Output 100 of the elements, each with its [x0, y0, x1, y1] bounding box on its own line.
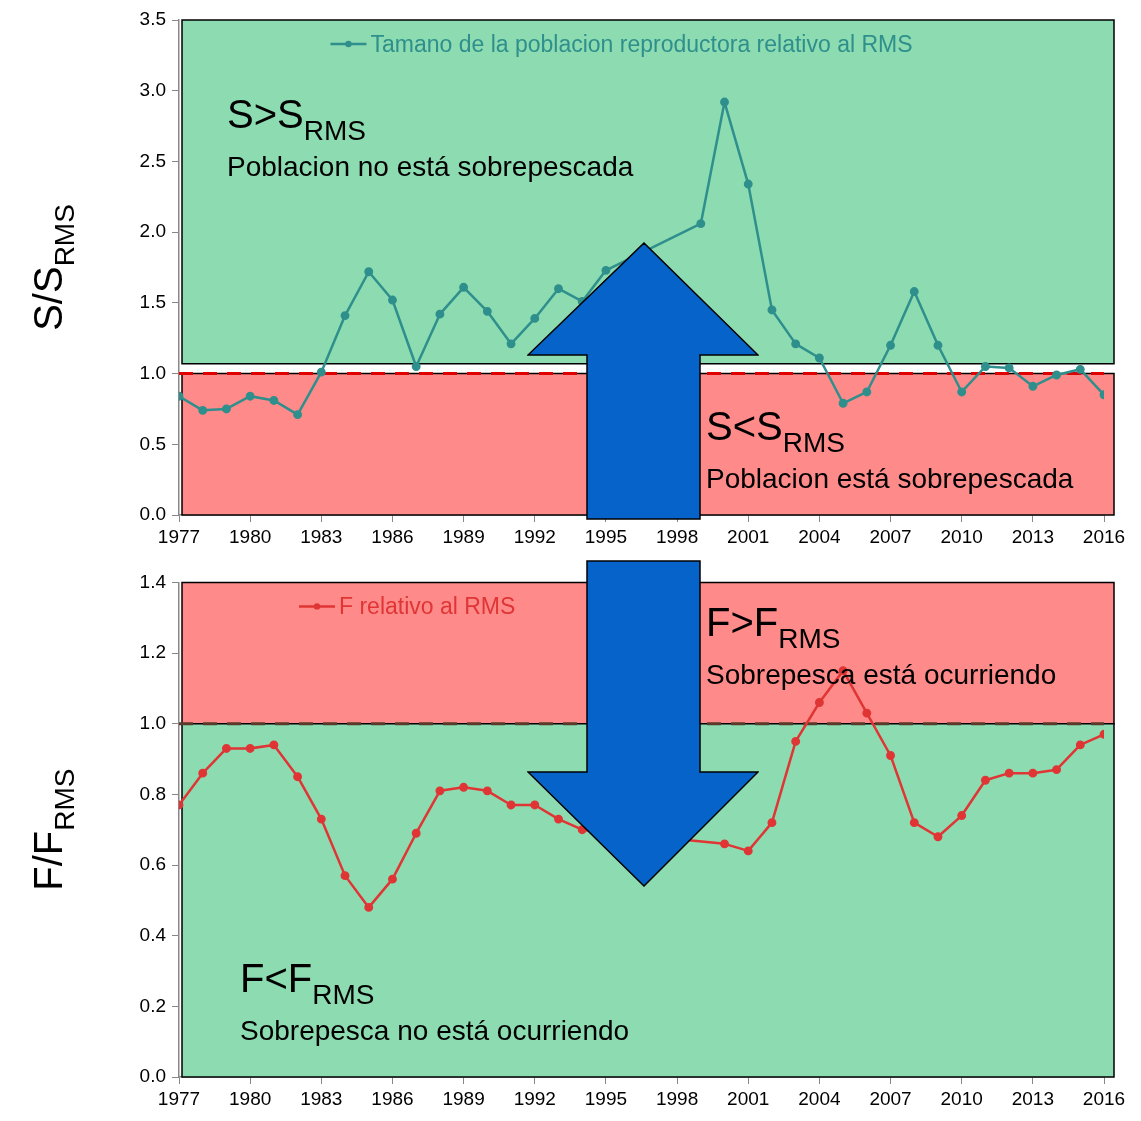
- x-tick-label: 1998: [655, 1087, 699, 1109]
- point: [743, 179, 753, 189]
- point: [269, 395, 279, 405]
- point: [1075, 740, 1085, 750]
- point: [720, 839, 729, 849]
- x-tick-label: 2001: [727, 1087, 770, 1109]
- y-axis-title: S/SRMS: [26, 204, 80, 331]
- point: [933, 340, 943, 350]
- point: [1004, 363, 1014, 373]
- x-tick-label: 2016: [1082, 525, 1126, 547]
- point: [601, 265, 611, 275]
- x-tick-label: 1980: [229, 525, 272, 547]
- point: [198, 768, 208, 778]
- y-tick-label: 0.2: [139, 994, 166, 1016]
- point: [554, 284, 563, 294]
- y-tick-label: 1.0: [139, 711, 166, 733]
- x-tick-label: 1992: [513, 525, 556, 547]
- point: [316, 367, 326, 377]
- point: [340, 871, 350, 881]
- point: [1052, 765, 1062, 775]
- y-tick-label: 1.2: [139, 641, 166, 663]
- point: [1052, 370, 1062, 380]
- x-tick-label: 1977: [157, 1087, 201, 1109]
- legend-label: F relativo al RMS: [339, 593, 516, 620]
- x-tick-label: 1986: [371, 1087, 414, 1109]
- point: [435, 786, 445, 796]
- point: [862, 708, 872, 718]
- point: [388, 295, 397, 305]
- point: [316, 814, 326, 824]
- x-tick-label: 2010: [940, 1087, 983, 1109]
- x-tick-label: 1992: [513, 1087, 556, 1109]
- point: [957, 387, 967, 397]
- point: [957, 811, 967, 821]
- point: [554, 814, 563, 824]
- point: [1028, 381, 1038, 391]
- point: [506, 339, 516, 349]
- point: [293, 772, 303, 782]
- point: [221, 743, 231, 753]
- x-tick-label: 1995: [584, 525, 628, 547]
- point: [791, 736, 801, 746]
- point: [980, 775, 990, 785]
- y-tick-label: 0.4: [139, 923, 167, 945]
- y-tick-label: 0.0: [139, 503, 166, 525]
- point: [364, 902, 374, 912]
- y-tick-label: 1.0: [139, 361, 166, 383]
- x-tick-label: 1998: [655, 525, 699, 547]
- point: [1075, 364, 1085, 374]
- point: [838, 398, 848, 408]
- point: [1028, 768, 1038, 778]
- point: [530, 800, 540, 810]
- point: [411, 828, 421, 838]
- point: [221, 404, 231, 414]
- legend-label: Tamano de la poblacion reproductora relativo al RMS: [370, 31, 913, 57]
- x-tick-label: 1995: [584, 1087, 628, 1109]
- x-tick-label: 2001: [727, 525, 770, 547]
- y-tick-label: 0.8: [139, 782, 166, 804]
- y-axis-title: F/FRMS: [26, 768, 80, 891]
- point: [886, 340, 895, 350]
- point: [482, 786, 492, 796]
- point: [696, 219, 706, 229]
- y-tick-label: 0.5: [139, 432, 166, 454]
- x-tick-label: 1986: [371, 525, 414, 547]
- x-tick-label: 1977: [157, 525, 201, 547]
- x-tick-label: 2013: [1011, 525, 1054, 547]
- point: [411, 362, 421, 371]
- x-tick-label: 2004: [798, 1087, 841, 1109]
- point: [791, 339, 801, 349]
- x-tick-label: 2007: [869, 1087, 912, 1109]
- x-tick-label: 1983: [300, 525, 343, 547]
- point: [862, 387, 872, 397]
- point: [886, 751, 895, 760]
- point: [1004, 768, 1014, 778]
- point: [980, 362, 990, 371]
- point: [530, 313, 540, 323]
- point: [933, 832, 943, 842]
- x-tick-label: 1983: [300, 1087, 343, 1109]
- y-tick-label: 3.5: [139, 8, 166, 30]
- x-tick-label: 2007: [869, 525, 912, 547]
- y-tick-label: 0.6: [139, 853, 166, 875]
- point: [269, 740, 279, 750]
- point: [293, 410, 303, 420]
- point: [388, 874, 397, 884]
- point: [459, 282, 469, 292]
- point: [245, 743, 255, 753]
- point: [245, 391, 255, 401]
- point: [482, 306, 492, 316]
- x-tick-label: 1989: [442, 1087, 485, 1109]
- point: [506, 800, 516, 810]
- x-tick-label: 2013: [1011, 1087, 1054, 1109]
- point: [909, 818, 919, 828]
- point: [909, 287, 919, 296]
- point: [814, 353, 824, 363]
- point: [767, 818, 777, 828]
- y-tick-label: 1.5: [139, 291, 166, 313]
- point: [435, 309, 445, 319]
- point: [459, 782, 469, 792]
- y-tick-label: 3.0: [139, 78, 166, 100]
- point: [814, 698, 824, 707]
- x-tick-label: 1989: [442, 525, 485, 547]
- x-tick-label: 2004: [798, 525, 841, 547]
